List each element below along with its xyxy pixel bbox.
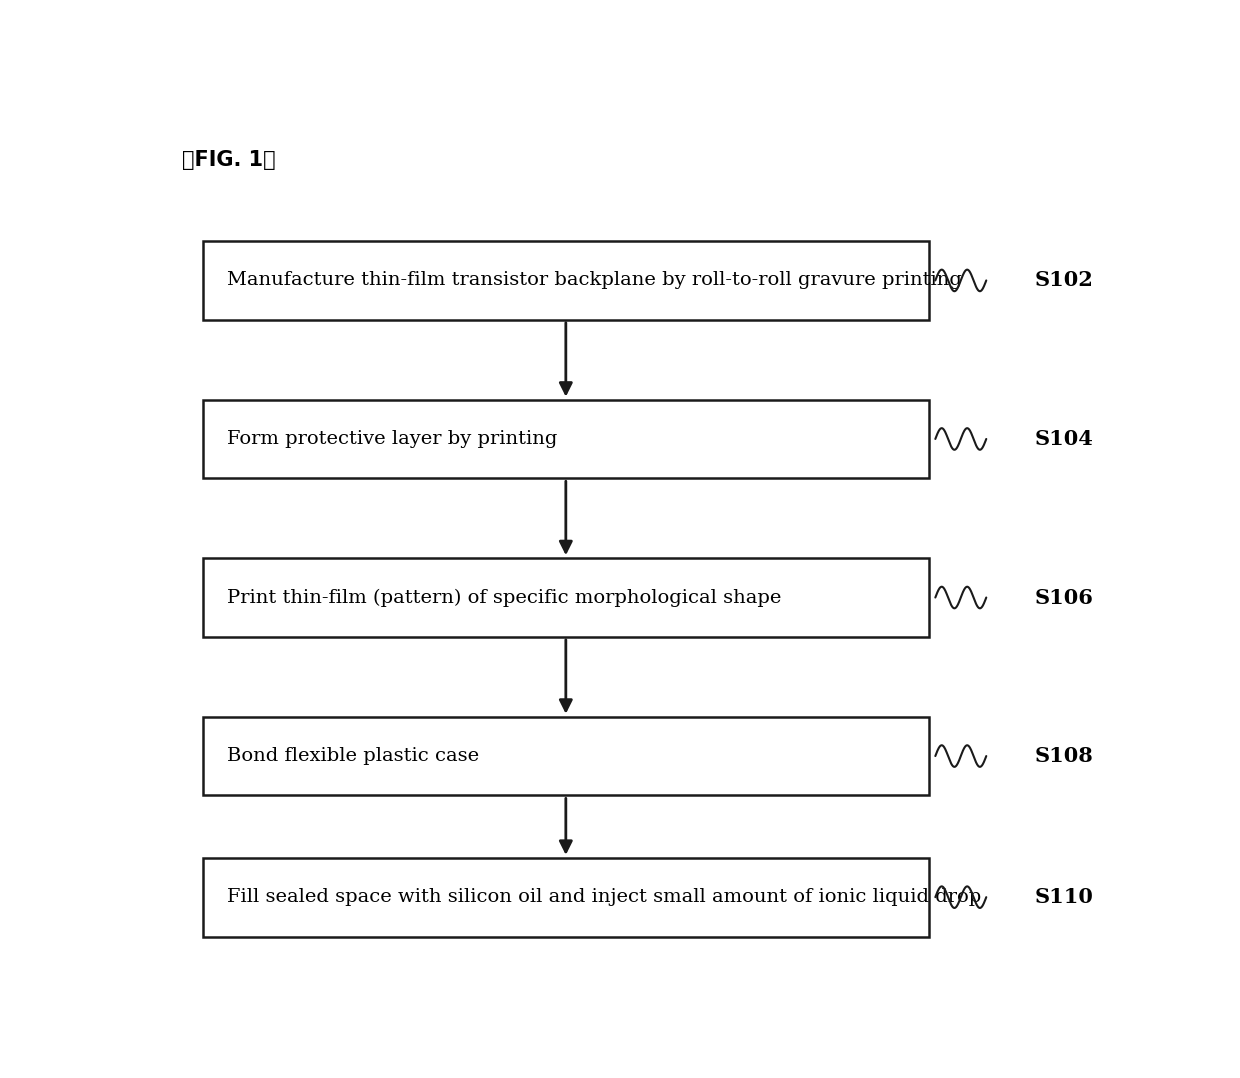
Text: Fill sealed space with silicon oil and inject small amount of ionic liquid drop: Fill sealed space with silicon oil and i… <box>227 888 981 907</box>
Text: S108: S108 <box>1034 746 1094 766</box>
Text: Print thin-film (pattern) of specific morphological shape: Print thin-film (pattern) of specific mo… <box>227 589 781 607</box>
Text: Form protective layer by printing: Form protective layer by printing <box>227 430 558 448</box>
Bar <box>203 558 929 637</box>
Text: S102: S102 <box>1034 271 1094 290</box>
Text: Bond flexible plastic case: Bond flexible plastic case <box>227 747 479 765</box>
Bar <box>203 717 929 796</box>
Bar <box>203 858 929 937</box>
Text: S110: S110 <box>1034 887 1094 908</box>
Bar <box>203 241 929 320</box>
Text: S106: S106 <box>1034 588 1094 608</box>
Bar <box>203 400 929 479</box>
Text: 【FIG. 1】: 【FIG. 1】 <box>182 150 275 170</box>
Text: S104: S104 <box>1034 429 1094 448</box>
Text: Manufacture thin-film transistor backplane by roll-to-roll gravure printing: Manufacture thin-film transistor backpla… <box>227 272 962 289</box>
